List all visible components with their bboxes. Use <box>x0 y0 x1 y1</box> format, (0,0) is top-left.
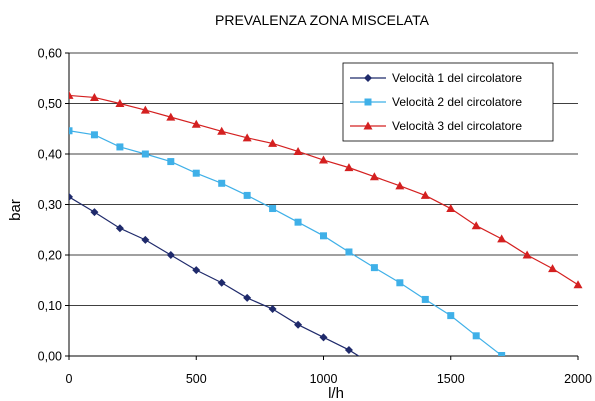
data-point <box>345 248 353 256</box>
data-point <box>115 224 124 233</box>
y-tick-label: 0,20 <box>38 249 62 263</box>
data-point <box>166 251 175 259</box>
data-point <box>167 158 175 166</box>
data-point <box>141 235 150 244</box>
data-point <box>471 221 481 230</box>
axes <box>65 52 579 360</box>
legend-marker <box>363 121 373 130</box>
series-3 <box>69 90 583 289</box>
y-axis-label: bar <box>7 199 24 221</box>
data-point <box>243 293 252 302</box>
data-point <box>395 181 405 190</box>
legend-marker <box>364 98 372 106</box>
x-tick-label: 1500 <box>437 372 465 386</box>
x-tick-label: 2000 <box>564 372 592 386</box>
data-point <box>319 333 328 342</box>
x-tick-label: 0 <box>66 372 73 386</box>
data-point <box>573 280 583 289</box>
data-point <box>217 278 226 287</box>
y-tick-label: 0,00 <box>38 350 62 364</box>
legend-label: Velocità 1 del circolatore <box>392 71 522 85</box>
data-point <box>472 332 480 340</box>
series-group <box>69 90 583 356</box>
data-point <box>548 264 558 273</box>
y-tick-label: 0,10 <box>38 299 62 313</box>
data-point <box>90 208 99 217</box>
legend-marker <box>364 74 372 82</box>
grid-lines <box>69 52 578 306</box>
series-line <box>69 130 503 356</box>
data-point <box>217 126 227 135</box>
data-point <box>268 305 277 314</box>
data-point <box>319 155 328 164</box>
legend: Velocità 1 del circolatore Velocità 2 del… <box>342 62 554 142</box>
data-point <box>320 232 327 240</box>
data-point <box>242 133 252 142</box>
chart-title: PREVALENZA ZONA MISCELATA <box>215 12 430 28</box>
data-point <box>115 99 125 107</box>
data-point <box>522 250 532 259</box>
y-tick-label: 0,40 <box>38 148 62 162</box>
data-point <box>370 264 378 272</box>
data-point <box>191 119 201 128</box>
x-tick-label: 500 <box>186 372 207 386</box>
data-point <box>294 320 303 329</box>
data-point <box>166 112 176 121</box>
data-point <box>293 146 303 155</box>
data-point <box>497 234 507 243</box>
data-point <box>447 312 455 320</box>
data-point <box>369 172 379 181</box>
x-tick-label: 1000 <box>310 372 338 386</box>
data-point <box>192 169 200 177</box>
y-tick-label: 0,60 <box>38 47 62 61</box>
y-tick-label: 0,50 <box>38 97 62 111</box>
data-point <box>116 143 124 151</box>
x-axis-label: l/h <box>328 385 344 401</box>
data-point <box>420 190 430 199</box>
data-point <box>69 127 73 135</box>
data-point <box>141 150 149 158</box>
y-tick-label: 0,30 <box>38 198 62 212</box>
data-point <box>344 163 354 172</box>
data-point <box>69 90 74 99</box>
data-point <box>268 138 278 147</box>
data-point <box>344 345 353 354</box>
series-2 <box>69 127 506 356</box>
data-point <box>90 131 98 139</box>
legend-label: Velocità 2 del circolatore <box>392 95 522 109</box>
data-point <box>498 351 506 356</box>
data-point <box>243 191 251 199</box>
data-point <box>446 204 456 213</box>
data-point <box>218 179 226 187</box>
data-point <box>192 266 201 275</box>
data-point <box>140 105 150 114</box>
series-1 <box>69 192 360 356</box>
data-point <box>69 192 73 201</box>
tick-labels: 0,00 0,10 0,20 0,30 0,40 0,50 0,60 0 500 1000 1500… <box>38 47 592 387</box>
data-point <box>396 279 404 287</box>
legend-label: Velocità 3 del circolatore <box>392 119 522 133</box>
data-point <box>421 295 429 303</box>
data-point <box>294 218 302 226</box>
data-point <box>89 92 99 101</box>
data-point <box>269 205 277 213</box>
